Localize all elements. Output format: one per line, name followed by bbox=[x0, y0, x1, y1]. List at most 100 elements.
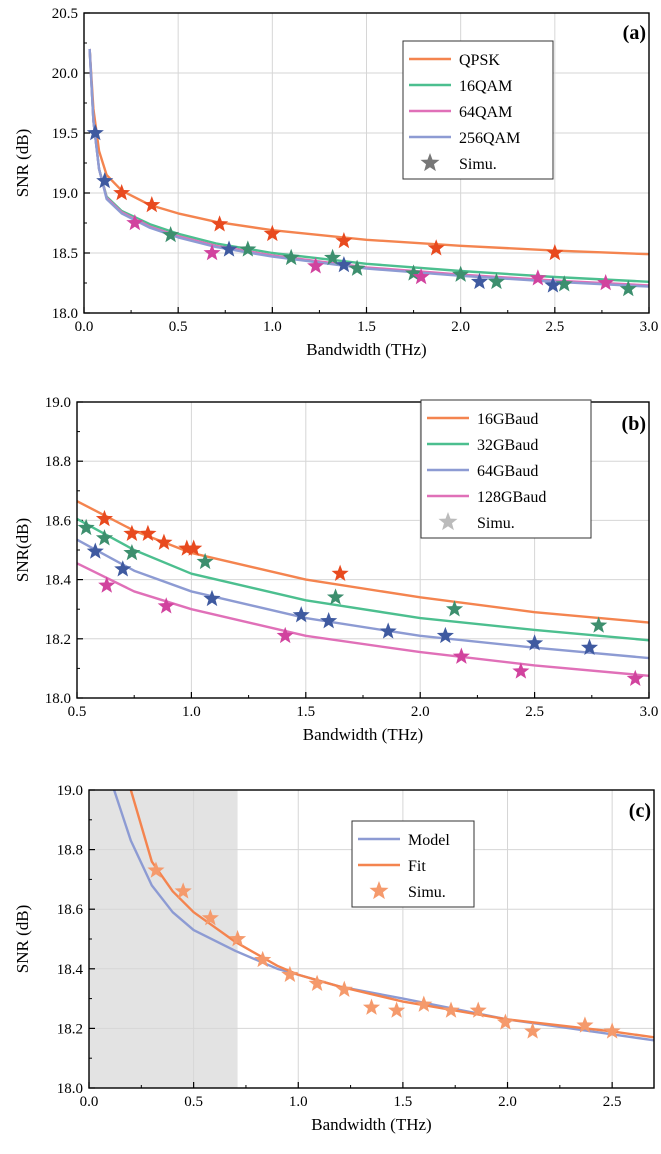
x-tick-label: 1.0 bbox=[182, 704, 201, 720]
data-point-star bbox=[603, 1022, 621, 1039]
x-tick-label: 2.5 bbox=[603, 1094, 622, 1110]
y-tick-label: 20.5 bbox=[52, 6, 78, 22]
y-axis-label: SNR (dB) bbox=[13, 129, 32, 197]
data-point-star bbox=[469, 1001, 487, 1018]
data-point-star bbox=[427, 239, 445, 256]
y-tick-label: 19.0 bbox=[57, 783, 83, 799]
y-tick-label: 18.0 bbox=[45, 691, 71, 707]
panel-tag: (a) bbox=[623, 22, 646, 44]
data-point-star bbox=[452, 265, 470, 282]
data-point-star bbox=[576, 1016, 594, 1033]
data-point-star bbox=[308, 974, 326, 991]
x-tick-label: 1.0 bbox=[289, 1094, 308, 1110]
data-point-star bbox=[546, 244, 564, 261]
data-point-star bbox=[388, 1001, 406, 1018]
data-point-star bbox=[335, 980, 353, 997]
data-point-star bbox=[335, 232, 353, 249]
data-point-star bbox=[626, 669, 644, 687]
data-point-star bbox=[77, 518, 95, 536]
panel-tag: (c) bbox=[629, 800, 651, 822]
data-point-star bbox=[95, 529, 114, 546]
legend: 16GBaud 32GBaud 64GBaud 128GBaud Simu. bbox=[420, 399, 592, 539]
legend-label: Model bbox=[408, 832, 450, 849]
data-point-star bbox=[597, 274, 615, 291]
data-point-star bbox=[123, 543, 141, 561]
data-point-star bbox=[196, 552, 214, 570]
x-tick-label: 3.0 bbox=[640, 319, 659, 335]
x-tick-label: 0.0 bbox=[80, 1094, 99, 1110]
data-point-star bbox=[379, 622, 397, 639]
x-axis-label: Bandwidth (THz) bbox=[306, 340, 426, 359]
y-tick-label: 19.0 bbox=[52, 186, 78, 202]
data-point-star bbox=[326, 588, 345, 605]
legend-label: 128GBaud bbox=[477, 489, 546, 506]
data-point-star bbox=[178, 539, 196, 556]
plot-frame bbox=[83, 12, 650, 314]
x-axis-label: Bandwidth (THz) bbox=[303, 725, 423, 744]
series-line-16qam bbox=[88, 48, 650, 283]
data-point-star bbox=[96, 172, 114, 189]
data-point-star bbox=[155, 533, 173, 550]
data-point-star bbox=[239, 240, 257, 257]
data-point-star bbox=[307, 257, 325, 274]
x-tick-label: 3.0 bbox=[640, 704, 659, 720]
y-axis-label: SNR (dB) bbox=[13, 905, 32, 973]
data-point-star bbox=[452, 647, 470, 664]
x-tick-label: 1.0 bbox=[263, 319, 282, 335]
data-point-star bbox=[331, 564, 349, 581]
legend-label: Simu. bbox=[408, 884, 446, 901]
legend: QPSK 16QAM 64QAM 256QAM Simu. bbox=[402, 40, 554, 180]
chart-panel-2: 0.5 1.0 1.5 2.0 2.5 3.0 18.0 18.2 18.4 18.6 18.8 19… bbox=[13, 395, 658, 744]
chart-panel-1: 0.0 0.5 1.0 1.5 2.0 2.5 3.0 18.0 18.5 19.0 19.5 20.… bbox=[13, 6, 658, 359]
data-point-star bbox=[276, 626, 294, 644]
legend-label: QPSK bbox=[459, 52, 500, 69]
series-line-fit bbox=[129, 789, 655, 1039]
series-line-64gbaud bbox=[76, 538, 650, 660]
data-point-star bbox=[229, 930, 247, 947]
data-point-star bbox=[113, 184, 131, 201]
data-point-star bbox=[95, 509, 114, 527]
data-point-star bbox=[320, 612, 338, 629]
x-tick-label: 0.5 bbox=[169, 319, 188, 335]
y-tick-label: 18.8 bbox=[57, 843, 83, 859]
data-point-star bbox=[203, 589, 221, 607]
y-tick-label: 18.6 bbox=[57, 902, 84, 918]
x-axis-label: Bandwidth (THz) bbox=[311, 1115, 431, 1134]
data-point-star bbox=[174, 882, 192, 899]
data-point-star bbox=[524, 1022, 542, 1039]
data-point-star bbox=[114, 560, 132, 577]
y-tick-label: 19.5 bbox=[52, 126, 78, 142]
x-tick-label: 2.0 bbox=[451, 319, 470, 335]
legend: Model Fit Simu. bbox=[351, 820, 475, 908]
x-tick-label: 2.5 bbox=[525, 704, 544, 720]
data-point-star bbox=[544, 276, 562, 293]
data-point-star bbox=[580, 638, 599, 655]
data-point-star bbox=[86, 124, 104, 141]
legend-label: 16GBaud bbox=[477, 411, 538, 428]
data-point-star bbox=[619, 280, 637, 297]
data-point-star bbox=[442, 1001, 460, 1018]
x-tick-label: 0.5 bbox=[68, 704, 87, 720]
x-tick-label: 1.5 bbox=[296, 704, 315, 720]
data-point-star bbox=[470, 272, 489, 290]
legend-star-swatch bbox=[369, 881, 389, 900]
x-tick-label: 1.5 bbox=[357, 319, 376, 335]
legend-label: Fit bbox=[408, 858, 426, 875]
data-point-star bbox=[496, 1013, 514, 1030]
y-tick-label: 18.8 bbox=[45, 454, 71, 470]
data-point-star bbox=[436, 626, 454, 644]
data-point-star bbox=[335, 256, 353, 273]
plot-frame bbox=[76, 401, 650, 699]
data-point-star bbox=[512, 662, 530, 679]
plot-frame bbox=[88, 789, 655, 1089]
data-point-star bbox=[529, 269, 547, 286]
y-tick-label: 18.0 bbox=[52, 306, 78, 322]
x-tick-label: 2.0 bbox=[411, 704, 430, 720]
data-point-star bbox=[147, 861, 165, 878]
y-axis-label: SNR(dB) bbox=[13, 518, 32, 582]
data-point-star bbox=[263, 224, 281, 242]
data-point-star bbox=[201, 909, 219, 926]
legend-label: 32GBaud bbox=[477, 437, 538, 454]
y-tick-label: 19.0 bbox=[45, 395, 71, 411]
legend-label: Simu. bbox=[459, 156, 497, 173]
